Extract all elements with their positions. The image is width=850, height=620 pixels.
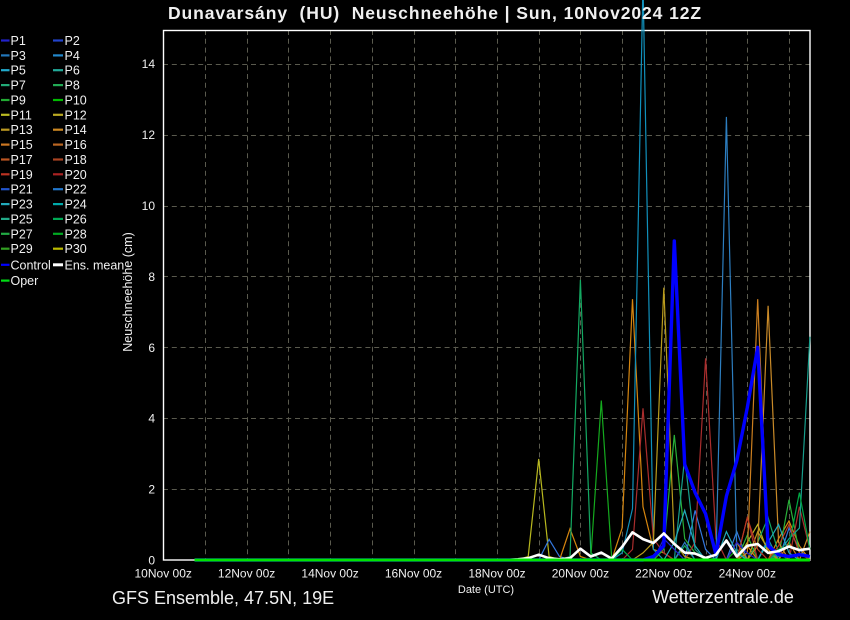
svg-text:P25: P25 (11, 212, 33, 226)
svg-text:18Nov 00z: 18Nov 00z (468, 567, 525, 581)
svg-text:P3: P3 (11, 49, 26, 63)
svg-text:P12: P12 (65, 108, 87, 122)
svg-text:P27: P27 (11, 227, 33, 241)
svg-text:P13: P13 (11, 123, 33, 137)
svg-text:P7: P7 (11, 79, 26, 93)
svg-text:P9: P9 (11, 94, 26, 108)
svg-text:14Nov 00z: 14Nov 00z (301, 567, 358, 581)
svg-text:10: 10 (142, 199, 156, 213)
svg-text:10Nov 00z: 10Nov 00z (135, 567, 192, 581)
svg-text:P6: P6 (65, 64, 80, 78)
svg-text:P28: P28 (65, 227, 87, 241)
svg-text:16Nov 00z: 16Nov 00z (385, 567, 442, 581)
svg-text:Dunavarsány (HU) Neuschneehö: Dunavarsány (HU) Neuschneehöhe | Sun, 10… (168, 3, 702, 23)
svg-text:P22: P22 (65, 183, 87, 197)
svg-text:P8: P8 (65, 79, 80, 93)
svg-text:0: 0 (148, 554, 155, 568)
svg-text:Neuschneehöhe (cm): Neuschneehöhe (cm) (121, 232, 135, 352)
svg-text:Control: Control (11, 258, 51, 272)
svg-text:12: 12 (142, 128, 156, 142)
svg-text:Date (UTC): Date (UTC) (458, 584, 514, 596)
svg-text:P20: P20 (65, 168, 87, 182)
svg-text:P29: P29 (11, 242, 33, 256)
svg-text:Ens. mean: Ens. mean (65, 258, 125, 272)
svg-text:P11: P11 (11, 108, 32, 122)
svg-text:Wetterzentrale.de: Wetterzentrale.de (652, 587, 794, 607)
svg-text:24Nov 00z: 24Nov 00z (719, 567, 776, 581)
svg-text:P4: P4 (65, 49, 80, 63)
svg-text:P2: P2 (65, 34, 80, 48)
svg-text:P5: P5 (11, 64, 26, 78)
svg-text:GFS Ensemble, 47.5N, 19E: GFS Ensemble, 47.5N, 19E (112, 588, 334, 608)
svg-text:P15: P15 (11, 138, 33, 152)
svg-text:22Nov 00z: 22Nov 00z (635, 567, 692, 581)
svg-text:20Nov 00z: 20Nov 00z (552, 567, 609, 581)
svg-text:P23: P23 (11, 198, 33, 212)
svg-text:Oper: Oper (11, 274, 39, 288)
svg-text:P26: P26 (65, 212, 87, 226)
svg-text:P10: P10 (65, 94, 87, 108)
svg-text:6: 6 (148, 341, 155, 355)
svg-text:8: 8 (148, 270, 155, 284)
svg-text:P21: P21 (11, 183, 33, 197)
svg-text:P18: P18 (65, 153, 87, 167)
svg-text:2: 2 (148, 483, 155, 497)
svg-text:P14: P14 (65, 123, 87, 137)
svg-text:P1: P1 (11, 34, 26, 48)
svg-text:P19: P19 (11, 168, 33, 182)
svg-text:14: 14 (142, 57, 156, 71)
svg-text:P16: P16 (65, 138, 87, 152)
svg-text:P30: P30 (65, 242, 87, 256)
svg-text:12Nov 00z: 12Nov 00z (218, 567, 275, 581)
svg-text:P24: P24 (65, 198, 87, 212)
svg-text:P17: P17 (11, 153, 33, 167)
svg-text:4: 4 (148, 412, 155, 426)
